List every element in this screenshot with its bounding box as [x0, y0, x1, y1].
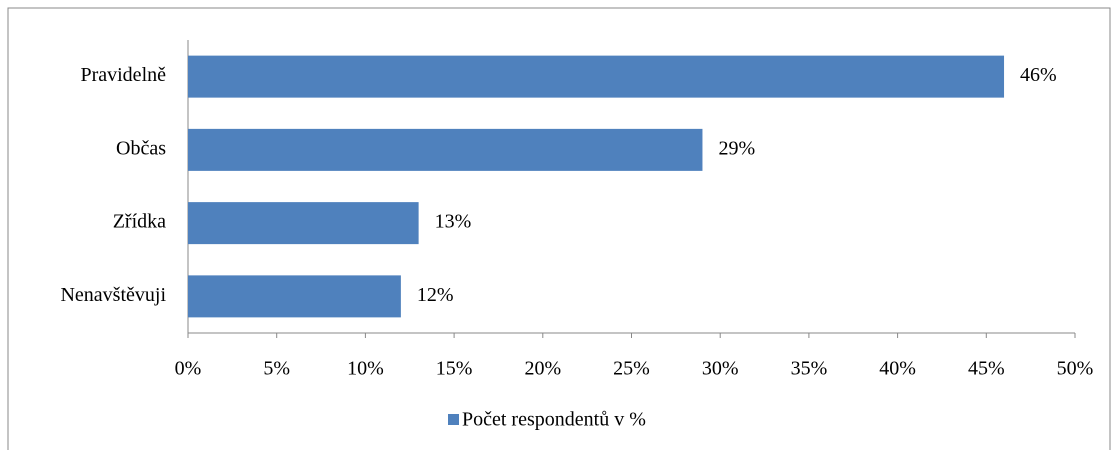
x-tick-label: 40% — [879, 358, 916, 380]
bar — [188, 202, 419, 245]
data-label: 12% — [417, 284, 454, 306]
bar — [188, 55, 1005, 98]
x-tick-label: 15% — [436, 358, 473, 380]
y-tick-label: Nenavštěvuji — [60, 284, 166, 306]
x-tick-label: 35% — [791, 358, 828, 380]
x-tick-label: 30% — [702, 358, 739, 380]
chart-frame — [7, 7, 1111, 450]
y-tick-label: Zřídka — [113, 211, 166, 233]
x-tick-label: 25% — [613, 358, 650, 380]
x-tick-label: 20% — [524, 358, 561, 380]
data-label: 13% — [435, 211, 472, 233]
x-tick-label: 0% — [175, 358, 202, 380]
y-tick-label: Občas — [116, 137, 166, 159]
bar — [188, 275, 401, 318]
x-tick-label: 50% — [1057, 358, 1094, 380]
data-label: 46% — [1020, 64, 1057, 86]
x-tick-label: 10% — [347, 358, 384, 380]
y-tick-label: Pravidelně — [80, 64, 166, 86]
legend-swatch — [448, 414, 459, 425]
legend-label: Počet respondentů v % — [462, 409, 646, 431]
data-label: 29% — [718, 137, 755, 159]
x-tick-label: 5% — [263, 358, 290, 380]
x-tick-label: 45% — [968, 358, 1005, 380]
bar — [188, 128, 703, 171]
